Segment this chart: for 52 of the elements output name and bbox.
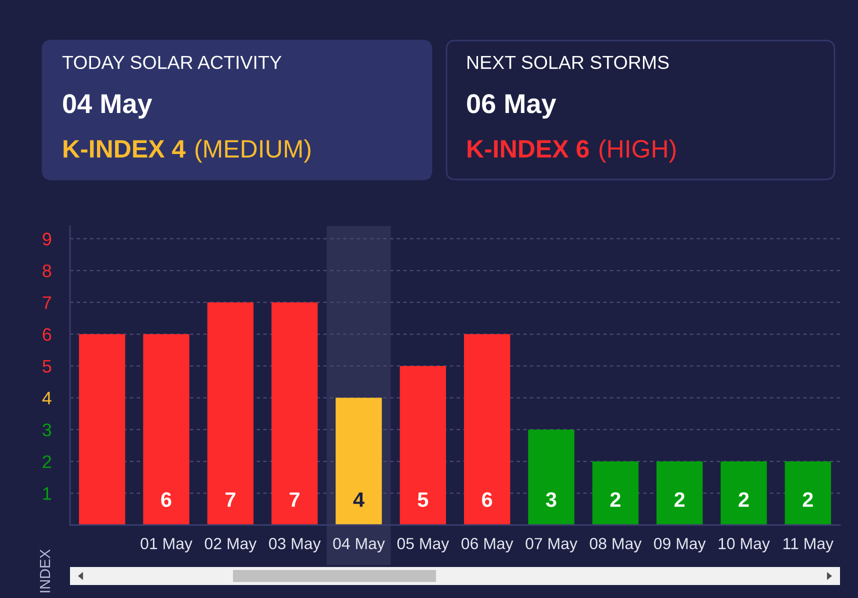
y-tick-label: 9	[42, 232, 52, 246]
y-tick-label: 3	[42, 424, 52, 436]
data-label: 5	[418, 492, 428, 507]
x-tick-label: 06 May	[462, 538, 514, 552]
text: NEXT SOLAR STORMS	[468, 56, 669, 70]
text: (HIGH)	[600, 139, 676, 163]
x-tick-label: 01 May	[140, 538, 192, 552]
bar	[271, 302, 318, 525]
data-label: 3	[546, 492, 556, 508]
x-tick-label: 03 May	[269, 538, 321, 552]
y-tick-label: 5	[42, 360, 52, 373]
bar	[592, 461, 639, 525]
y-tick-label: 4	[42, 392, 52, 404]
data-label: 6	[482, 492, 492, 507]
data-label: 6	[161, 492, 172, 507]
x-tick-label: 05 May	[397, 538, 450, 552]
x-tick-label: 09 May	[654, 538, 706, 552]
bar	[656, 461, 703, 525]
x-tick-label: 08 May	[590, 538, 642, 552]
y-tick-label: 1	[43, 487, 52, 500]
data-label: 4	[353, 492, 364, 507]
text: K-INDEX 4	[64, 140, 186, 158]
y-tick-label: 8	[42, 264, 52, 278]
text: 04 May	[63, 94, 152, 119]
bar	[143, 334, 190, 525]
bar	[528, 430, 574, 525]
bar	[400, 366, 446, 525]
x-tick-label: 10 May	[718, 538, 770, 552]
text: K-INDEX 6	[468, 140, 589, 158]
data-label: 2	[674, 492, 685, 507]
text: TODAY SOLAR ACTIVITY	[62, 56, 282, 70]
data-label: 2	[738, 492, 749, 507]
bar	[78, 334, 126, 525]
bar	[336, 398, 382, 525]
data-label: 7	[226, 492, 236, 507]
y-axis-title: INDEX	[40, 549, 50, 592]
bar	[784, 461, 832, 525]
x-tick-label: 07 May	[526, 538, 578, 552]
x-tick-label: 02 May	[204, 538, 257, 552]
y-tick-label: 7	[42, 296, 52, 309]
y-tick-label: 6	[42, 328, 52, 341]
bar	[720, 461, 767, 525]
data-label: 2	[802, 492, 813, 507]
x-tick-label: 11 May	[784, 538, 834, 552]
bar	[464, 334, 510, 525]
data-label: 2	[610, 492, 620, 507]
text: 06 May	[467, 94, 556, 119]
y-tick-label: 2	[42, 455, 52, 468]
x-tick-label: 04 May	[333, 538, 385, 552]
text: (MEDIUM)	[196, 139, 310, 163]
bar	[207, 302, 254, 525]
data-label: 7	[290, 492, 300, 507]
